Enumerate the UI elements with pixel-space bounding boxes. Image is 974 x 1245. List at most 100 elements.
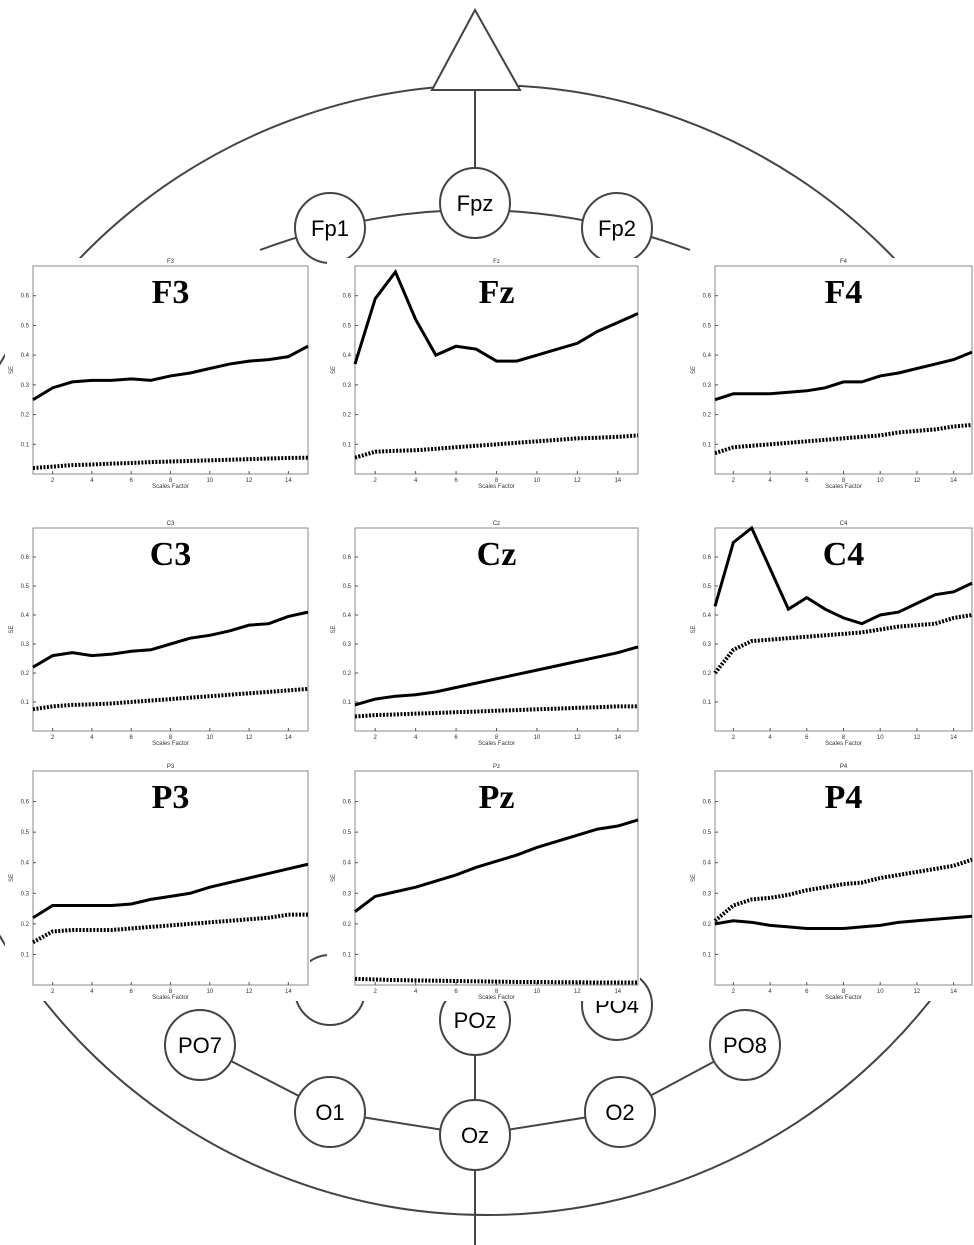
x-axis-label: Scales Factor <box>152 995 189 1001</box>
y-tick-label: 0.3 <box>21 891 30 897</box>
panel-label: C4 <box>823 536 865 573</box>
y-tick-label: 0.2 <box>21 671 30 677</box>
y-tick-label: 0.5 <box>703 323 712 329</box>
panel-label: F4 <box>825 274 863 311</box>
x-tick-label: 14 <box>614 478 621 484</box>
x-tick-label: 10 <box>206 989 213 995</box>
y-tick-label: 0.3 <box>343 891 352 897</box>
chart-title: Fz <box>493 259 500 265</box>
y-tick-label: 0.3 <box>21 642 30 648</box>
figure: Fp1FpzFp2PO7POzPO4PO8O1OzO2F30.10.20.30.… <box>0 0 974 1245</box>
x-tick-label: 14 <box>614 735 621 741</box>
x-tick-label: 12 <box>246 989 253 995</box>
electrode-label: PO8 <box>723 1033 767 1058</box>
electrode-label: Fp1 <box>311 216 349 241</box>
y-tick-label: 0.1 <box>703 952 712 958</box>
x-axis-label: Scales Factor <box>825 995 862 1001</box>
y-tick-label: 0.3 <box>703 383 712 389</box>
panel-label: Fz <box>479 274 515 311</box>
chart-panel: C40.10.20.30.40.50.62468101214Scales Fac… <box>687 520 974 747</box>
y-tick-label: 0.1 <box>703 442 712 448</box>
x-axis-label: Scales Factor <box>478 995 515 1001</box>
chart-title: F4 <box>840 259 848 265</box>
y-axis-label: SE <box>691 366 697 374</box>
y-tick-label: 0.1 <box>703 700 712 706</box>
y-tick-label: 0.2 <box>21 922 30 928</box>
x-tick-label: 14 <box>950 989 957 995</box>
x-tick-label: 10 <box>534 735 541 741</box>
chart-panel: C30.10.20.30.40.50.62468101214Scales Fac… <box>5 520 310 747</box>
y-tick-label: 0.4 <box>21 353 30 359</box>
chart-title: C3 <box>167 521 175 527</box>
panel-label: P3 <box>152 779 190 816</box>
y-tick-label: 0.4 <box>703 861 712 867</box>
x-tick-label: 12 <box>574 735 581 741</box>
y-tick-label: 0.4 <box>21 861 30 867</box>
x-axis-label: Scales Factor <box>478 484 515 490</box>
x-tick-label: 12 <box>574 478 581 484</box>
panel-label: F3 <box>152 274 190 311</box>
x-tick-label: 14 <box>285 735 292 741</box>
y-tick-label: 0.2 <box>703 922 712 928</box>
y-tick-label: 0.2 <box>343 671 352 677</box>
y-tick-label: 0.4 <box>343 353 352 359</box>
y-axis-label: SE <box>691 874 697 882</box>
x-tick-label: 12 <box>246 478 253 484</box>
y-tick-label: 0.1 <box>343 700 352 706</box>
x-tick-label: 10 <box>206 735 213 741</box>
y-tick-label: 0.6 <box>21 555 30 561</box>
y-tick-label: 0.3 <box>21 383 30 389</box>
x-tick-label: 10 <box>877 478 884 484</box>
y-tick-label: 0.4 <box>21 613 30 619</box>
electrode-label: POz <box>454 1008 497 1033</box>
y-tick-label: 0.3 <box>343 383 352 389</box>
panel-label: P4 <box>825 779 863 816</box>
x-tick-label: 14 <box>285 478 292 484</box>
chart-panel: P40.10.20.30.40.50.62468101214Scales Fac… <box>687 763 974 1001</box>
x-tick-label: 12 <box>914 478 921 484</box>
y-tick-label: 0.2 <box>343 413 352 419</box>
x-axis-label: Scales Factor <box>825 484 862 490</box>
electrode-label: O2 <box>605 1100 634 1125</box>
y-axis-label: SE <box>331 366 337 374</box>
y-tick-label: 0.1 <box>343 442 352 448</box>
y-tick-label: 0.5 <box>343 323 352 329</box>
chart-title: P4 <box>840 764 848 770</box>
y-axis-label: SE <box>9 625 15 633</box>
y-tick-label: 0.2 <box>343 922 352 928</box>
panel-label: Cz <box>477 536 517 573</box>
x-tick-label: 10 <box>534 989 541 995</box>
y-tick-label: 0.1 <box>21 952 30 958</box>
y-tick-label: 0.6 <box>21 294 30 300</box>
x-tick-label: 12 <box>914 735 921 741</box>
y-tick-label: 0.2 <box>21 413 30 419</box>
y-tick-label: 0.1 <box>21 442 30 448</box>
y-tick-label: 0.5 <box>21 323 30 329</box>
x-axis-label: Scales Factor <box>152 484 189 490</box>
y-tick-label: 0.4 <box>343 613 352 619</box>
electrode-label: PO7 <box>178 1033 222 1058</box>
x-tick-label: 12 <box>246 735 253 741</box>
chart-title: C4 <box>840 521 848 527</box>
electrode-label: Oz <box>461 1123 489 1148</box>
y-tick-label: 0.1 <box>343 952 352 958</box>
electrode-label: O1 <box>315 1100 344 1125</box>
y-tick-label: 0.6 <box>343 800 352 806</box>
x-tick-label: 14 <box>285 989 292 995</box>
y-tick-label: 0.3 <box>703 642 712 648</box>
y-axis-label: SE <box>691 625 697 633</box>
x-axis-label: Scales Factor <box>825 741 862 747</box>
y-tick-label: 0.3 <box>703 891 712 897</box>
y-tick-label: 0.2 <box>703 671 712 677</box>
y-tick-label: 0.4 <box>343 861 352 867</box>
y-tick-label: 0.5 <box>343 830 352 836</box>
y-tick-label: 0.3 <box>343 642 352 648</box>
y-axis-label: SE <box>331 874 337 882</box>
y-axis-label: SE <box>9 366 15 374</box>
y-tick-label: 0.5 <box>21 830 30 836</box>
x-tick-label: 14 <box>614 989 621 995</box>
